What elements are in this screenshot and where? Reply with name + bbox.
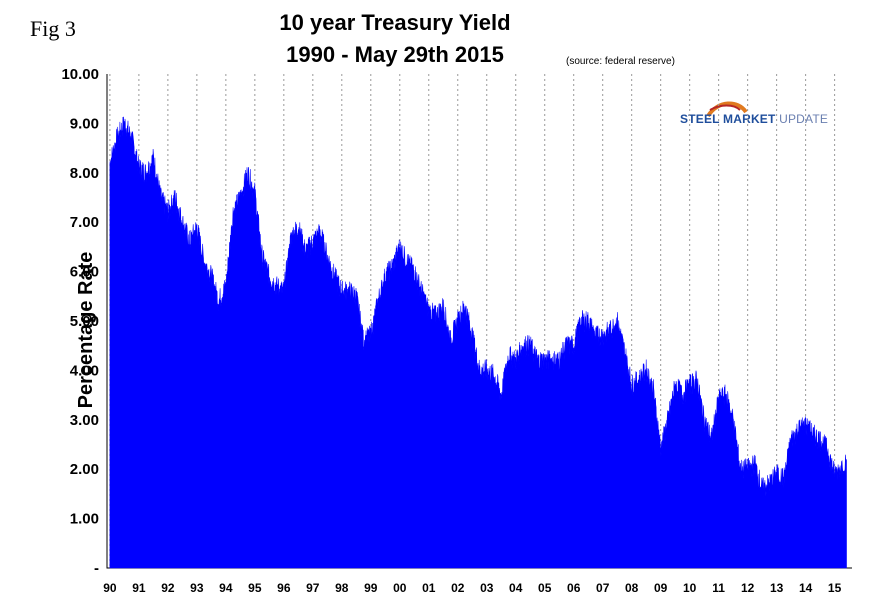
x-tick-label: 13 [770, 581, 784, 595]
x-tick-label: 98 [335, 581, 349, 595]
y-tick-label: 4.00 [70, 362, 99, 379]
x-tick-label: 04 [509, 581, 523, 595]
x-tick-label: 03 [480, 581, 494, 595]
x-tick-label: 01 [422, 581, 436, 595]
y-tick-label: 2.00 [70, 461, 99, 478]
yield-area [109, 116, 847, 569]
x-tick-label: 99 [364, 581, 378, 595]
x-tick-label: 11 [712, 581, 725, 595]
y-tick-label: 5.00 [70, 313, 99, 330]
yield-area-series [109, 116, 847, 569]
x-tick-label: 10 [683, 581, 697, 595]
chart-source-note: (source: federal reserve) [566, 56, 675, 67]
logo-swoosh-icon [706, 101, 748, 118]
x-tick-label: 12 [741, 581, 755, 595]
logo-word-update: UPDATE [779, 112, 829, 126]
y-axis-ticks: - 1.00 2.00 3.00 4.00 5.00 6.00 7.00 8.00 9.00 10.… [61, 66, 99, 577]
x-tick-label: 05 [538, 581, 552, 595]
y-tick-label: 10.00 [61, 66, 99, 83]
x-tick-label: 97 [306, 581, 320, 595]
x-tick-label: 06 [567, 581, 581, 595]
x-tick-label: 07 [596, 581, 610, 595]
y-tick-label: 6.00 [70, 264, 99, 281]
x-tick-label: 92 [161, 581, 175, 595]
x-tick-label: 09 [654, 581, 668, 595]
y-tick-label: - [94, 560, 99, 577]
steel-market-update-logo: STEEL MARKET UPDATE [668, 98, 828, 138]
x-axis-ticks: 90 91 92 93 94 95 96 97 98 99 00 01 02 03 04 05 06 07 08 09… [103, 581, 841, 595]
y-tick-label: 9.00 [70, 115, 99, 132]
y-tick-label: 3.00 [70, 412, 99, 429]
x-tick-label: 93 [190, 581, 204, 595]
y-tick-label: 1.00 [70, 511, 99, 528]
x-tick-label: 14 [799, 581, 813, 595]
x-tick-label: 91 [132, 581, 146, 595]
x-tick-label: 94 [219, 581, 233, 595]
y-tick-label: 8.00 [70, 165, 99, 182]
y-tick-label: 7.00 [70, 214, 99, 231]
x-tick-label: 15 [828, 581, 842, 595]
logo-word-market: MARKET [723, 112, 776, 126]
chart-title-line2: 1990 - May 29th 2015 [286, 42, 504, 67]
x-tick-label: 08 [625, 581, 639, 595]
x-tick-label: 00 [393, 581, 407, 595]
x-tick-label: 95 [248, 581, 262, 595]
x-tick-label: 96 [277, 581, 291, 595]
figure-label: Fig 3 [30, 16, 76, 41]
x-tick-label: 02 [451, 581, 465, 595]
x-tick-label: 90 [103, 581, 117, 595]
chart-title-line1: 10 year Treasury Yield [279, 10, 511, 35]
